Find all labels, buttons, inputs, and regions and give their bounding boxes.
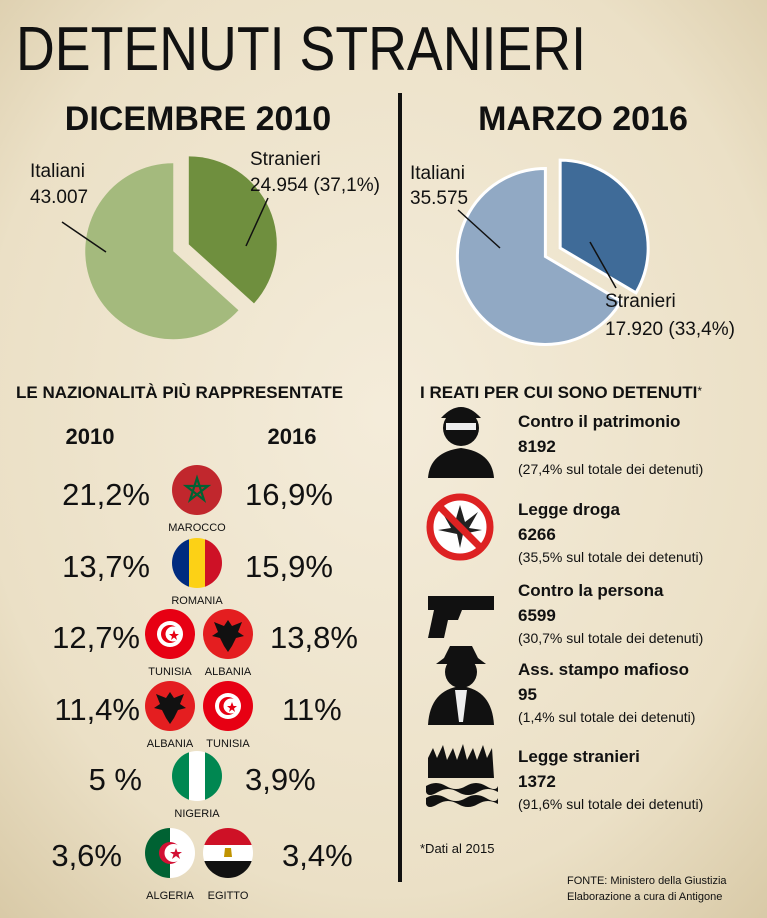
page-title: DETENUTI STRANIERI (16, 15, 586, 84)
crime-count: 95 (518, 685, 537, 704)
panel-heading: DICEMBRE 2010 (65, 100, 331, 138)
share-2010: 3,6% (51, 838, 122, 873)
crime-title: Legge droga (518, 500, 621, 519)
country: TUNISIA (206, 738, 250, 750)
country: ALBANIA (205, 666, 252, 678)
pie-slice (558, 158, 650, 295)
pie-value: 24.954 (37,1%) (250, 175, 380, 196)
icon-thief (428, 407, 494, 478)
pie-label: Italiani (410, 163, 465, 184)
year-heading: 2016 (268, 424, 317, 449)
pie-slice (188, 156, 277, 304)
flag (145, 681, 195, 731)
section-heading: I REATI PER CUI SONO DETENUTI* (420, 383, 702, 402)
section-heading: LE NAZIONALITÀ PIÙ RAPPRESENTATE (16, 383, 343, 402)
pie-slice (85, 163, 239, 340)
crime-share: (27,4% sul totale dei detenuti) (518, 461, 703, 477)
flag (203, 828, 253, 878)
crime-title: Contro la persona (518, 581, 664, 600)
share-2010: 12,7% (52, 620, 140, 655)
share-2010: 21,2% (62, 477, 150, 512)
crime-share: (30,7% sul totale dei detenuti) (518, 630, 703, 646)
value-label: 17.920 (605, 319, 663, 340)
flag (172, 751, 222, 801)
country: MAROCCO (168, 522, 226, 534)
share-2016: 16,9% (245, 477, 333, 512)
country: TUNISIA (148, 666, 192, 678)
share-2016: 3,9% (245, 762, 316, 797)
flag (170, 463, 224, 517)
flag (203, 609, 253, 659)
pie (85, 156, 277, 340)
panel-heading: MARZO 2016 (478, 100, 688, 138)
leader-line (457, 209, 501, 249)
leader-line (61, 221, 107, 253)
icon-mafioso (428, 646, 494, 725)
pie-slice (455, 166, 624, 346)
pie-label: Stranieri (605, 291, 676, 312)
pie-label: Stranieri (250, 149, 321, 170)
country: EGITTO (208, 890, 249, 902)
crime-count: 6266 (518, 525, 556, 544)
share-label: (33,4%) (668, 319, 735, 340)
icon-drug (426, 493, 494, 561)
share-label: (37,1%) (313, 175, 380, 196)
country: ALBANIA (147, 738, 194, 750)
flag (145, 609, 195, 659)
flag (203, 681, 253, 731)
leader-line (589, 241, 617, 289)
share-2016: 3,4% (282, 838, 353, 873)
crime-share: (91,6% sul totale dei detenuti) (518, 796, 703, 812)
source: Elaborazione a cura di Antigone (567, 891, 722, 903)
icon-migrants (426, 744, 498, 807)
source: FONTE: Ministero della Giustizia (567, 875, 727, 887)
share-2016: 15,9% (245, 549, 333, 584)
crime-title: Legge stranieri (518, 747, 640, 766)
country: NIGERIA (174, 808, 220, 820)
pie-value: 17.920 (33,4%) (605, 319, 735, 340)
pie-value: 43.007 (30, 187, 88, 208)
crime-title: Contro il patrimonio (518, 412, 680, 431)
pie-label: Italiani (30, 161, 85, 182)
share-2010: 13,7% (62, 549, 150, 584)
country: ALGERIA (146, 890, 194, 902)
crime-count: 1372 (518, 772, 556, 791)
crime-count: 8192 (518, 437, 556, 456)
leader-line (245, 197, 269, 247)
crime-share: (1,4% sul totale dei detenuti) (518, 709, 695, 725)
asterisk: * (697, 384, 702, 398)
crime-share: (35,5% sul totale dei detenuti) (518, 549, 703, 565)
heading-text: I REATI PER CUI SONO DETENUTI (420, 383, 697, 402)
footnote: *Dati al 2015 (420, 841, 494, 856)
share-2016: 13,8% (270, 620, 358, 655)
country: ROMANIA (171, 595, 223, 607)
pie-value: 35.575 (410, 188, 468, 209)
year-heading: 2010 (66, 424, 115, 449)
value-label: 24.954 (250, 175, 309, 196)
share-2010: 5 % (89, 762, 142, 797)
icon-gun (428, 596, 494, 638)
flag (172, 538, 222, 588)
pie (455, 158, 650, 346)
crime-title: Ass. stampo mafioso (518, 660, 689, 679)
share-2010: 11,4% (54, 692, 140, 727)
share-2016: 11% (282, 692, 342, 727)
crime-count: 6599 (518, 606, 556, 625)
flag (145, 828, 195, 878)
